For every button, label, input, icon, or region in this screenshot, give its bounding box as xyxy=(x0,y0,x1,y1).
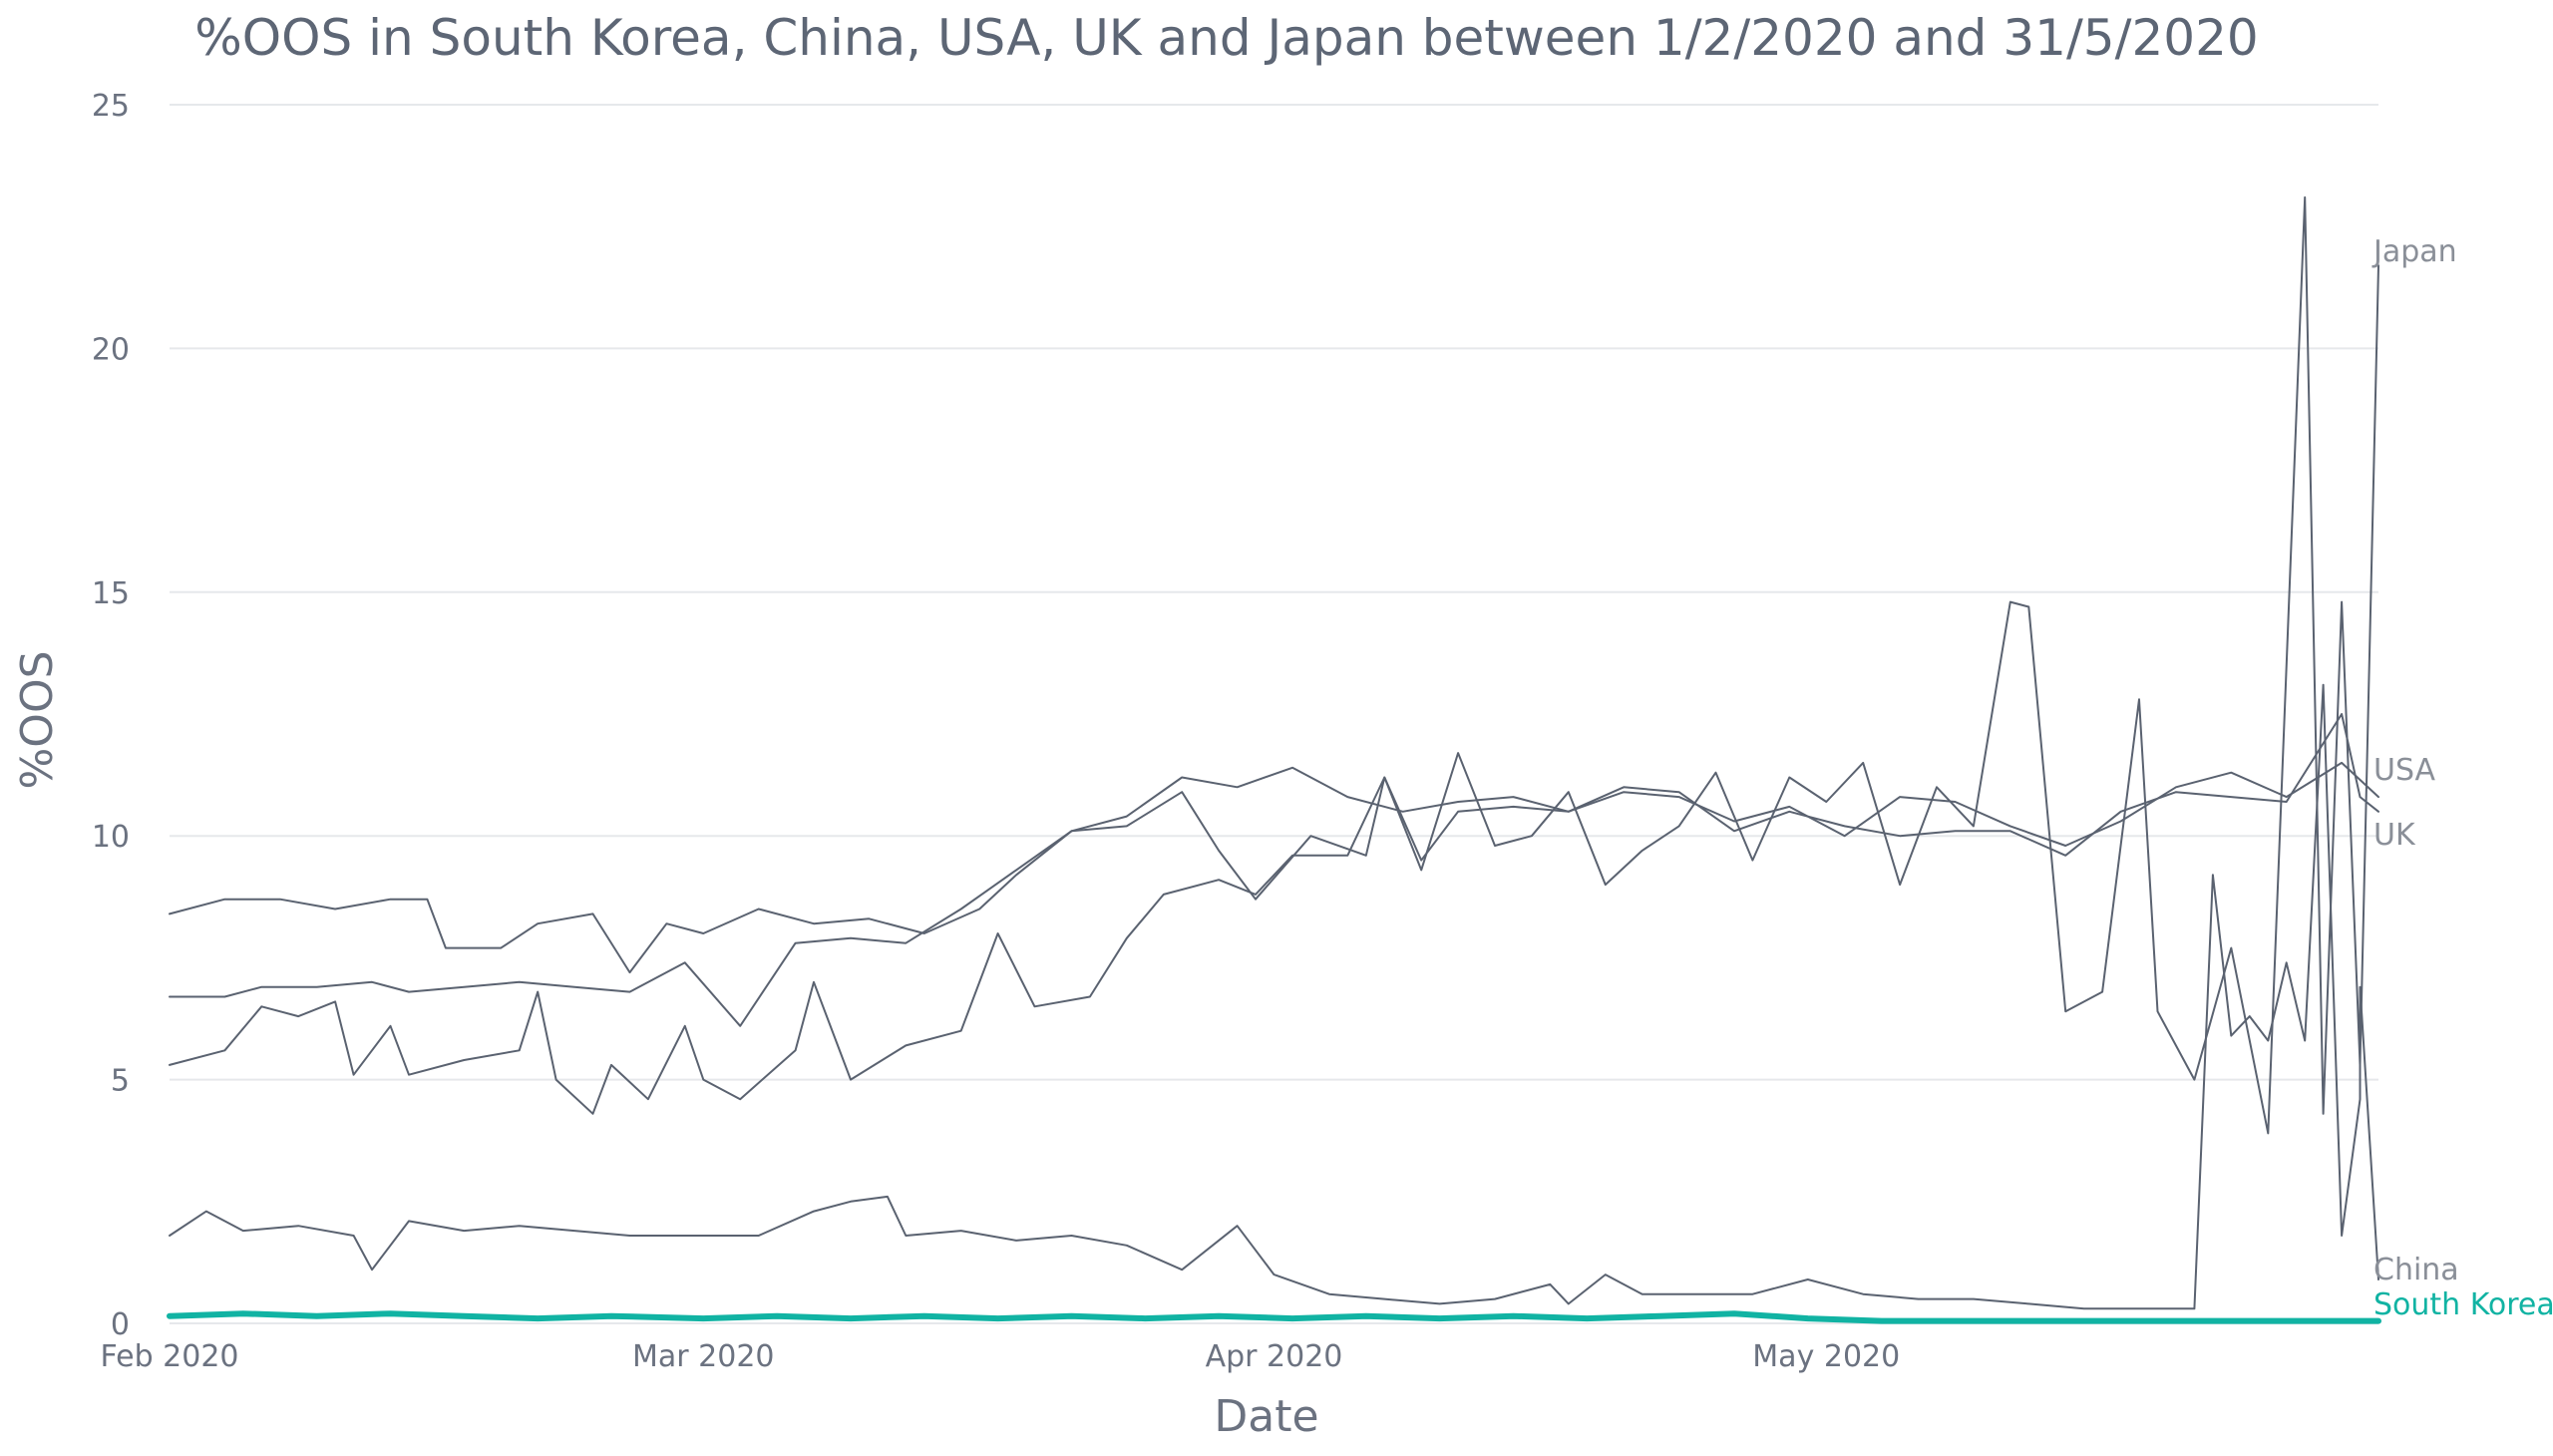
y-tick-label: 10 xyxy=(92,820,130,855)
y-grid xyxy=(170,104,2378,1324)
series-label-japan: Japan xyxy=(2371,234,2457,269)
series-label-china: China xyxy=(2373,1253,2459,1287)
x-tick-label: Mar 2020 xyxy=(632,1339,775,1374)
series-lines xyxy=(167,195,2381,1324)
series-line-south-korea xyxy=(167,1310,2381,1324)
y-axis-ticks: 0 5 10 15 20 25 xyxy=(92,89,130,1342)
series-label-usa: USA xyxy=(2373,753,2436,788)
y-tick-label: 15 xyxy=(92,576,130,611)
series-line-china xyxy=(169,683,2379,1310)
y-axis-title: %OOS xyxy=(12,650,63,789)
series-line-usa xyxy=(169,761,2379,1027)
x-tick-label: Apr 2020 xyxy=(1206,1339,1343,1374)
y-tick-label: 0 xyxy=(111,1307,130,1342)
series-line-uk xyxy=(169,713,2379,1115)
y-tick-label: 25 xyxy=(92,89,130,124)
x-axis-ticks: Feb 2020 Mar 2020 Apr 2020 May 2020 xyxy=(101,1339,1901,1374)
series-label-uk: UK xyxy=(2373,818,2416,853)
series-label-south-korea: South Korea xyxy=(2373,1287,2553,1322)
x-tick-label: May 2020 xyxy=(1752,1339,1900,1374)
series-line-japan xyxy=(169,195,2379,1135)
x-axis-title: Date xyxy=(1214,1391,1318,1442)
y-tick-label: 20 xyxy=(92,332,130,367)
x-tick-label: Feb 2020 xyxy=(101,1339,239,1374)
chart-title: %OOS in South Korea, China, USA, UK and … xyxy=(194,9,2258,67)
y-tick-label: 5 xyxy=(111,1064,130,1099)
